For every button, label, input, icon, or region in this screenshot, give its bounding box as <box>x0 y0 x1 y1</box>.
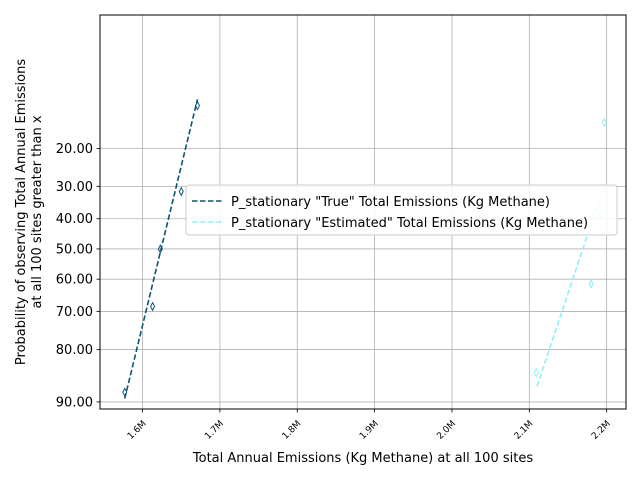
y-tick-label: 80.00 <box>56 343 93 358</box>
legend-box <box>185 184 618 236</box>
y-tick-label: 30.00 <box>56 180 93 195</box>
y-tick-label: 40.00 <box>56 212 93 227</box>
y-tick-label: 60.00 <box>56 273 93 288</box>
data-point-series-0 <box>122 387 128 398</box>
x-axis: 1.6M 1.7M 1.8M 1.9M 2.0M 2.1M 2.2M <box>126 409 613 442</box>
data-points <box>122 100 607 398</box>
x-axis-label: Total Annual Emissions (Kg Methane) at a… <box>192 451 533 466</box>
data-point-series-0 <box>157 244 163 254</box>
y-tick-label: 90.00 <box>56 395 93 410</box>
plot-frame <box>99 14 627 410</box>
x-tick-label: 2.0M <box>435 419 458 442</box>
legend-label-true: P_stationary "True" Total Emissions (Kg … <box>231 195 550 210</box>
data-point-series-1 <box>588 278 594 289</box>
y-axis: 20.00 30.00 40.00 50.00 60.00 70.00 80.00 90.00 <box>56 142 100 410</box>
y-tick-label: 50.00 <box>56 242 93 257</box>
data-point-series-0 <box>150 301 156 312</box>
legend: P_stationary "True" Total Emissions (Kg … <box>185 184 618 236</box>
x-tick-label: 1.9M <box>358 419 381 442</box>
y-axis-label-line-2: at all 100 sites greater than x <box>30 115 45 308</box>
y-tick-label: 70.00 <box>56 305 93 320</box>
data-point-series-0 <box>194 100 201 111</box>
y-axis-label-line2: at all 100 sites greater than x <box>30 115 45 308</box>
x-tick-label: 1.7M <box>203 419 226 442</box>
legend-label-estimated: P_stationary "Estimated" Total Emissions… <box>231 216 588 231</box>
data-point-series-1 <box>601 117 607 128</box>
data-point-series-1 <box>533 367 539 378</box>
x-tick-label: 1.6M <box>126 419 149 442</box>
x-tick-label: 2.2M <box>590 419 613 442</box>
fit-line-series-0 <box>123 99 199 399</box>
data-point-series-0 <box>178 186 184 197</box>
x-tick-label: 2.1M <box>513 419 536 442</box>
y-tick-label: 20.00 <box>56 142 93 157</box>
y-axis-label: Probability of observing Total Annual Em… <box>14 59 29 365</box>
x-tick-label: 1.8M <box>281 419 304 442</box>
y-axis-label-line-1: Probability of observing Total Annual Em… <box>14 59 29 365</box>
